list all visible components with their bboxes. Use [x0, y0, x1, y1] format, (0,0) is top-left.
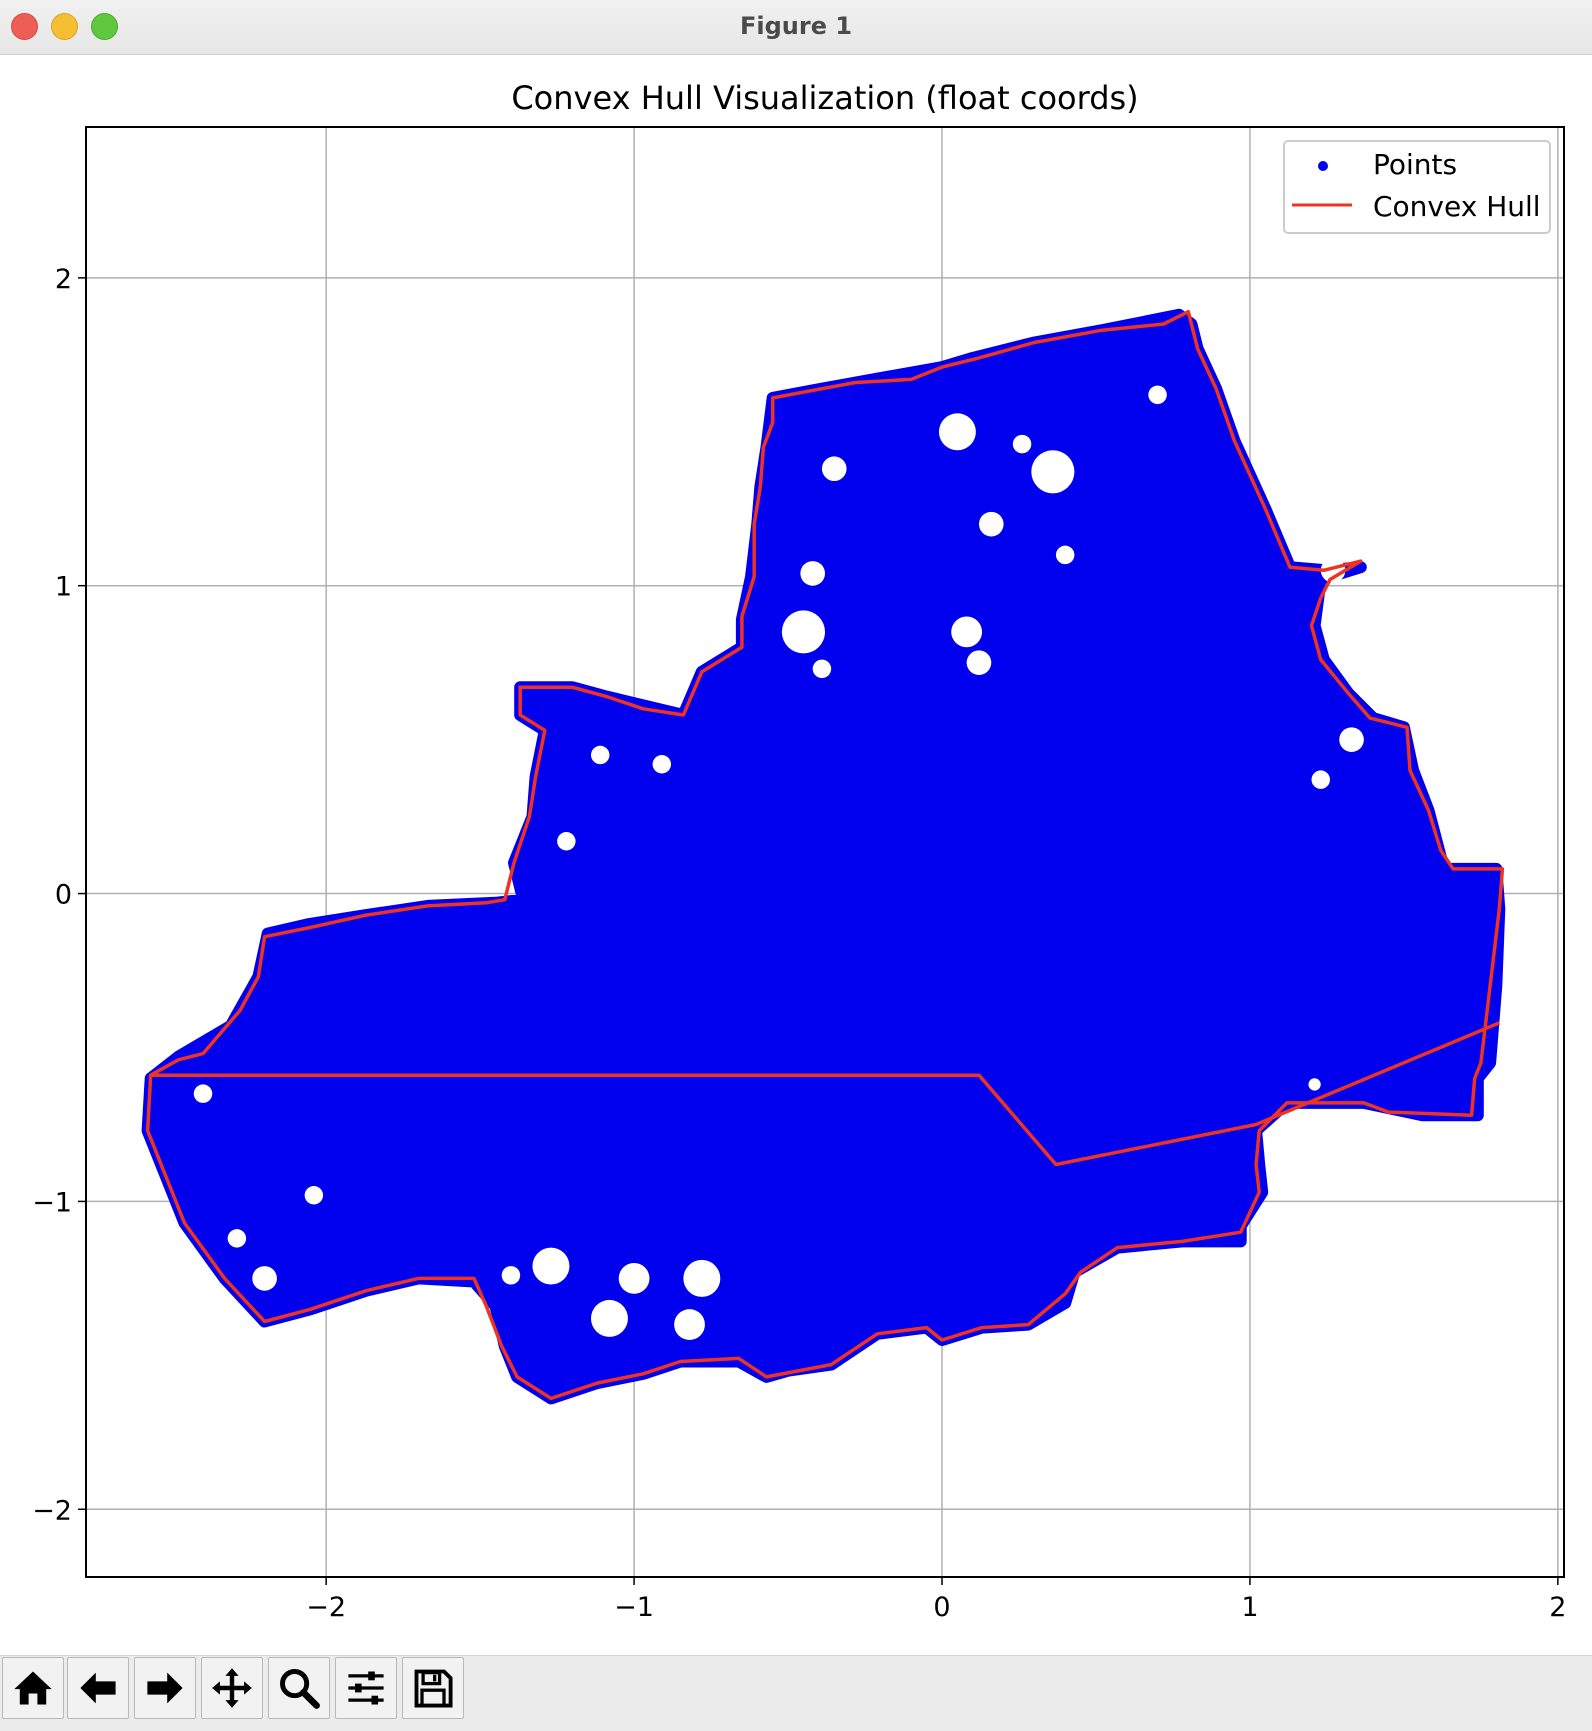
points-gap: [1055, 545, 1075, 565]
chart-title: Convex Hull Visualization (float coords): [511, 79, 1138, 117]
axes-frame: [85, 126, 1565, 1578]
points-gap: [800, 561, 826, 586]
legend-box: [1283, 140, 1551, 234]
arrow-right-icon: [147, 1672, 183, 1704]
forward-button[interactable]: [134, 1657, 196, 1719]
legend-label-points: Points: [1373, 148, 1457, 181]
points-gap: [812, 659, 832, 679]
points-gap: [978, 511, 1004, 537]
points-gap: [590, 1299, 628, 1337]
magnifier-icon: [280, 1669, 320, 1709]
points-gap: [501, 1266, 521, 1285]
legend: Points Convex Hull: [1283, 140, 1551, 234]
points-gap: [252, 1266, 277, 1291]
y-tick-label: −1: [32, 1187, 72, 1218]
points-gap: [674, 1309, 705, 1340]
x-tick-label: 2: [1549, 1592, 1566, 1623]
x-tick-label: −1: [614, 1592, 654, 1623]
points-gap: [227, 1229, 247, 1248]
points-gap: [1012, 434, 1032, 454]
points-gap: [557, 831, 576, 851]
save-button[interactable]: [402, 1657, 464, 1719]
points-gap: [590, 745, 610, 765]
close-window-button[interactable]: [11, 13, 38, 40]
floppy-disk-icon: [414, 1669, 453, 1708]
points-gap: [193, 1084, 213, 1103]
points-gap: [1031, 450, 1075, 494]
legend-label-hull: Convex Hull: [1373, 190, 1541, 223]
back-button[interactable]: [67, 1657, 129, 1719]
y-tick-label: 0: [55, 880, 72, 911]
home-button[interactable]: [2, 1657, 64, 1719]
points-gap: [1339, 727, 1364, 752]
points-gap: [618, 1262, 650, 1294]
hull-layer: [145, 309, 1505, 1401]
zoom-button[interactable]: [268, 1657, 330, 1719]
points-gap: [532, 1247, 570, 1285]
window-titlebar: Figure 1: [0, 0, 1592, 55]
points-scatter-region: [141, 308, 1506, 1405]
move-icon: [212, 1668, 252, 1708]
points-gap: [304, 1186, 324, 1205]
maximize-window-button[interactable]: [91, 13, 118, 40]
points-gap: [938, 413, 976, 451]
navigation-toolbar: [0, 1655, 1592, 1731]
y-tick-label: 1: [55, 572, 72, 603]
points-gap: [1311, 770, 1330, 789]
points-gap: [821, 456, 847, 482]
points-gap: [951, 616, 983, 648]
figure-canvas[interactable]: Convex Hull Visualization (float coords)…: [0, 55, 1592, 1655]
sliders-icon: [348, 1671, 384, 1705]
window-title: Figure 1: [739, 12, 853, 40]
x-tick-label: 1: [1241, 1592, 1258, 1623]
y-tick-label: 2: [55, 264, 72, 295]
points-gap: [652, 755, 672, 774]
y-tick-label: −2: [32, 1495, 72, 1526]
points-gap: [1148, 385, 1167, 405]
x-tick-label: −2: [306, 1592, 346, 1623]
chart: Convex Hull Visualization (float coords)…: [32, 79, 1566, 1623]
minimize-window-button[interactable]: [51, 13, 78, 40]
points-gap: [683, 1259, 721, 1297]
points-gap: [781, 610, 826, 654]
arrow-left-icon: [80, 1672, 116, 1704]
points-gap: [966, 650, 992, 675]
legend-marker-points: [1318, 161, 1328, 171]
tick-labels: −2 −1 0 1 2 −2 −1 0 1 2: [32, 264, 1566, 1623]
x-tick-label: 0: [933, 1592, 950, 1623]
points-layer: [141, 308, 1506, 1405]
pan-button[interactable]: [201, 1657, 263, 1719]
points-gap: [1308, 1078, 1321, 1091]
convex-hull-line: [145, 309, 1505, 1401]
home-icon: [14, 1671, 52, 1705]
points-gap: [1320, 557, 1346, 583]
configure-subplots-button[interactable]: [335, 1657, 397, 1719]
